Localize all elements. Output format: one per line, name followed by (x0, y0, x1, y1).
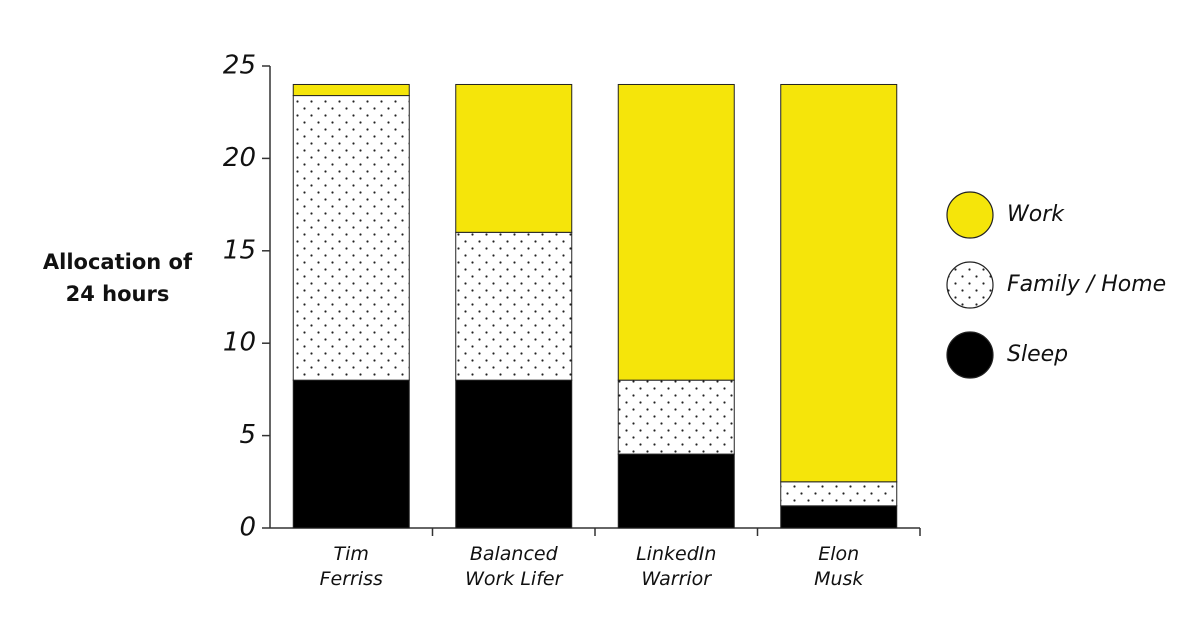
x-tick-label: LinkedIn Warrior (636, 543, 717, 590)
bar-segment (455, 379, 573, 529)
bar-segment (780, 505, 898, 529)
bar-segment (292, 95, 410, 381)
bar-segment (617, 453, 735, 529)
x-tick-label: Balanced Work Lifer (465, 543, 563, 590)
x-tick-label: Elon Musk (814, 543, 864, 590)
legend-swatch (946, 331, 994, 379)
bar-segment (780, 83, 898, 483)
y-tick-label: 15 (223, 235, 256, 265)
y-tick-label: 10 (223, 328, 256, 358)
bar-segment (617, 379, 735, 455)
bar-segment (292, 379, 410, 529)
legend-label: Work (1007, 202, 1065, 227)
legend-label: Sleep (1007, 342, 1068, 367)
bar-segment (617, 83, 735, 381)
legend-swatch (946, 261, 994, 309)
y-tick-label: 20 (223, 143, 256, 173)
legend-label: Family / Home (1007, 272, 1166, 297)
legend-swatch (946, 191, 994, 239)
x-tick-label: Tim Ferriss (319, 543, 383, 590)
bar-segment (292, 83, 410, 97)
y-axis-label: Allocation of 24 hours (42, 250, 193, 306)
y-tick-label: 5 (239, 420, 256, 450)
y-tick-label: 0 (239, 513, 256, 543)
bar-segment (455, 83, 573, 233)
bar-segment (455, 231, 573, 381)
y-tick-label: 25 (223, 51, 256, 81)
bar-segment (780, 481, 898, 507)
